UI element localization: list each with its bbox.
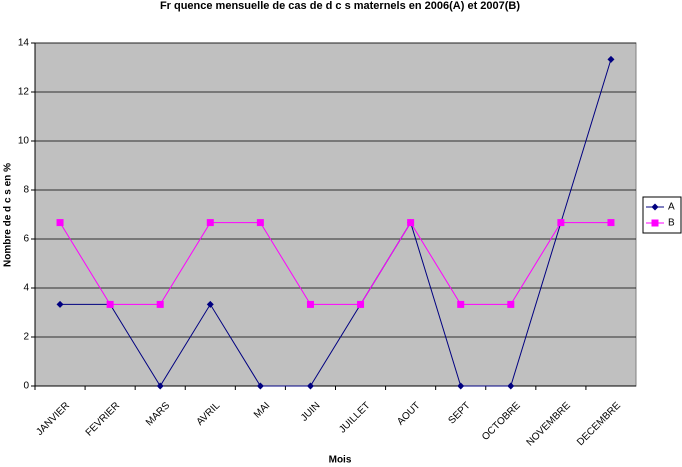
marker: [557, 219, 565, 227]
x-tick-label: FEVRIER: [84, 400, 122, 438]
legend-label: B: [668, 218, 675, 229]
marker: [507, 300, 515, 308]
x-tick-label: MAI: [252, 400, 272, 420]
marker: [306, 382, 314, 390]
x-tick-label: JUILLET: [337, 400, 372, 435]
x-tick-label: JANVIER: [34, 400, 72, 438]
x-tick-label: DECEMBRE: [575, 400, 623, 448]
x-axis-label: Mois: [329, 455, 352, 466]
x-tick-label: AVRIL: [195, 400, 223, 428]
x-tick-label: JUIN: [299, 400, 323, 424]
x-tick-label: OCTOBRE: [480, 400, 523, 443]
y-tick-label: 2: [23, 332, 29, 343]
marker: [156, 382, 164, 390]
marker: [607, 219, 615, 227]
y-tick-label: 14: [18, 38, 30, 49]
marker: [651, 219, 659, 227]
marker: [607, 55, 615, 63]
marker: [206, 219, 214, 227]
x-tick-label: NOVEMBRE: [525, 400, 573, 448]
marker: [457, 300, 465, 308]
y-tick-label: 4: [23, 283, 29, 294]
line: [59, 221, 611, 305]
marker: [507, 382, 515, 390]
marker: [56, 219, 64, 227]
marker: [206, 300, 214, 308]
marker: [56, 300, 64, 308]
line: [60, 59, 612, 387]
y-tick-label: 8: [23, 185, 29, 196]
marker: [651, 203, 659, 211]
y-tick-label: 12: [18, 87, 30, 98]
x-tick-label: AOUT: [395, 400, 422, 427]
marker: [407, 219, 415, 227]
chart-title: Fr quence mensuelle de cas de d c s mate…: [160, 0, 520, 12]
marker: [306, 300, 314, 308]
marker: [156, 300, 164, 308]
y-tick-label: 10: [18, 136, 30, 147]
legend-label: A: [668, 202, 675, 213]
x-tick-label: SEPT: [446, 400, 472, 426]
y-tick-label: 6: [23, 234, 29, 245]
x-tick-label: MARS: [144, 400, 172, 428]
marker: [256, 219, 264, 227]
y-axis-label: Nombre de d c s en %: [3, 163, 14, 267]
marker: [106, 300, 114, 308]
marker: [357, 300, 365, 308]
marker: [256, 382, 264, 390]
legend: [642, 196, 682, 234]
y-tick-label: 0: [23, 381, 29, 392]
plot-area: [34, 42, 637, 387]
marker: [457, 382, 465, 390]
